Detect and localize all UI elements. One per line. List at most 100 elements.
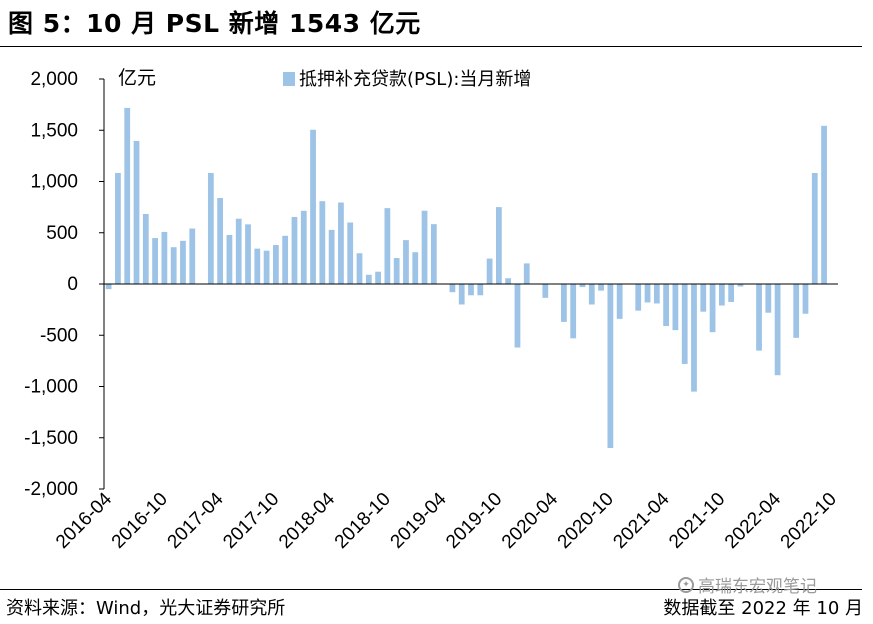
x-tick-label: 2017-04 <box>164 488 228 552</box>
y-tick-label: 1,000 <box>30 172 78 193</box>
x-tick-label: 2018-04 <box>275 488 339 552</box>
bar-2017-12 <box>291 216 298 284</box>
bar-2016-06 <box>124 107 131 284</box>
bar-2021-05 <box>672 284 679 331</box>
y-unit-label: 亿元 <box>118 67 156 89</box>
top-rule <box>0 46 862 47</box>
bottom-rule <box>0 589 862 590</box>
bar-2019-06 <box>458 284 465 305</box>
data-date-note: 数据截至 2022 年 10 月 <box>663 598 863 619</box>
psl-bar-chart: 2,000 1,500 1,000 500 0 -500 -1,000 -1,500 -2,00… <box>24 67 841 553</box>
bar-2017-06 <box>235 218 242 284</box>
bar-2018-10 <box>384 208 391 284</box>
bar-2021-11 <box>728 284 735 302</box>
y-tick-label: 0 <box>67 274 78 295</box>
bar-2022-06 <box>793 284 800 338</box>
bar-2020-11 <box>616 284 623 319</box>
bar-2016-11 <box>170 247 177 284</box>
bar-2022-08 <box>811 172 818 284</box>
bar-2022-03 <box>765 284 772 313</box>
bar-2016-05 <box>115 172 121 284</box>
bar-2018-04 <box>328 229 335 284</box>
bar-2019-10 <box>495 207 502 284</box>
bar-2021-12 <box>737 284 744 287</box>
bar-2021-08 <box>700 284 707 312</box>
y-tick-label: -1,000 <box>24 377 78 398</box>
bar-2019-11 <box>505 278 512 284</box>
x-tick-label: 2020-04 <box>498 488 562 552</box>
bar-2019-01 <box>412 252 419 284</box>
bar-2019-05 <box>449 284 456 293</box>
bar-2021-02 <box>644 284 651 303</box>
bar-2017-05 <box>226 235 233 284</box>
bar-2021-04 <box>663 284 669 327</box>
bar-2016-04 <box>105 284 112 290</box>
bar-2017-07 <box>245 224 251 284</box>
bar-2016-12 <box>180 240 186 284</box>
bar-2016-08 <box>142 213 149 284</box>
x-tick-label: 2018-10 <box>331 489 395 553</box>
y-tick-label: 1,500 <box>30 120 78 141</box>
source-note: 资料来源：Wind，光大证券研究所 <box>6 598 286 619</box>
bar-2017-03 <box>207 172 214 284</box>
y-tick-label: -500 <box>40 325 78 346</box>
bar-2020-10 <box>607 284 614 448</box>
bar-2019-03 <box>430 224 437 284</box>
bar-2021-09 <box>709 284 716 333</box>
bar-2019-09 <box>486 258 493 284</box>
bar-2018-07 <box>356 253 363 284</box>
bar-2022-04 <box>774 284 781 376</box>
y-tick-label: -1,500 <box>24 428 78 449</box>
bar-2018-02 <box>310 129 316 284</box>
legend-label: 抵押补充贷款(PSL):当月新增 <box>299 69 531 90</box>
bar-2018-11 <box>393 258 400 284</box>
bar-2017-11 <box>282 235 289 284</box>
bar-2018-03 <box>319 201 326 284</box>
bar-2019-07 <box>468 284 474 296</box>
x-tick-label: 2019-04 <box>387 488 451 552</box>
bar-2022-09 <box>821 125 827 284</box>
bar-2021-10 <box>718 284 725 306</box>
bar-2021-06 <box>681 284 688 364</box>
bar-2018-06 <box>347 222 354 284</box>
bar-2017-08 <box>254 248 261 284</box>
bar-2017-01 <box>189 228 196 284</box>
chart-title: 图 5：10 月 PSL 新增 1543 亿元 <box>8 9 421 38</box>
bar-2021-07 <box>691 284 697 392</box>
bar-2016-09 <box>152 238 158 284</box>
x-tick-label: 2016-10 <box>108 489 172 553</box>
bar-2020-01 <box>523 263 530 284</box>
x-tick-label: 2022-04 <box>721 488 785 552</box>
bar-2019-12 <box>514 284 521 348</box>
bar-2020-09 <box>598 284 604 291</box>
x-tick-label: 2020-10 <box>554 489 618 553</box>
x-tick-label: 2021-04 <box>609 488 673 552</box>
bar-2020-06 <box>570 284 577 339</box>
bar-2020-03 <box>542 284 549 298</box>
bar-2016-10 <box>161 231 168 284</box>
y-tick-label: 2,000 <box>30 69 78 90</box>
bar-2018-01 <box>300 210 307 284</box>
y-tick-label: -2,000 <box>24 479 78 500</box>
bar-2017-10 <box>273 245 279 284</box>
bar-2020-07 <box>579 284 586 288</box>
wechat-icon: ✦ <box>678 576 694 593</box>
bar-2022-02 <box>756 284 762 351</box>
bar-2016-07 <box>133 140 140 284</box>
watermark-text: 高瑞东宏观笔记 <box>698 577 817 597</box>
bar-2021-03 <box>653 284 660 304</box>
bar-2019-08 <box>477 284 484 296</box>
x-tick-label: 2019-10 <box>442 489 506 553</box>
bar-2020-08 <box>588 284 595 305</box>
bar-2018-08 <box>365 274 372 284</box>
bar-2017-09 <box>263 250 270 284</box>
legend-swatch <box>283 72 295 86</box>
y-tick-label: 500 <box>46 223 78 244</box>
x-tick-label: 2017-10 <box>219 489 283 553</box>
bar-2018-09 <box>375 271 381 284</box>
bar-2019-02 <box>421 210 428 284</box>
x-tick-label: 2021-10 <box>665 489 729 553</box>
bar-2017-04 <box>217 198 224 284</box>
bar-2022-07 <box>802 284 809 314</box>
bar-2020-05 <box>561 284 567 322</box>
